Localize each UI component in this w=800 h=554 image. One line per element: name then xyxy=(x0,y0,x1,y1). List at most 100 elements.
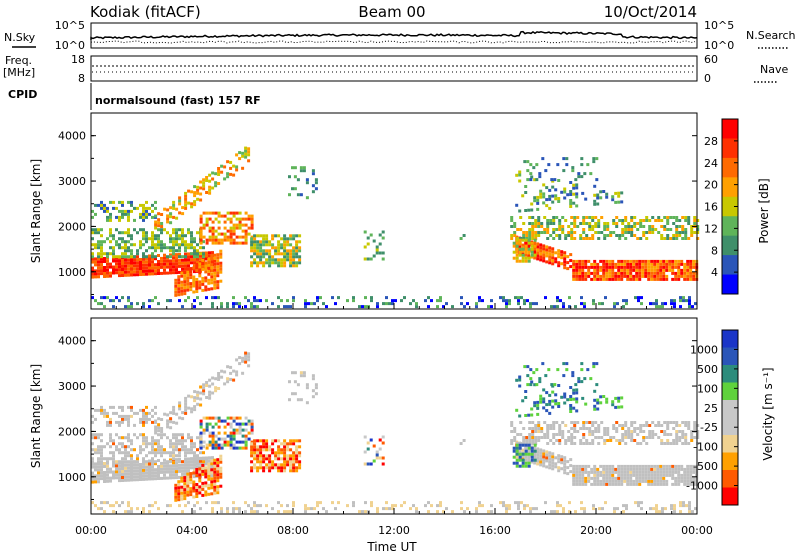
power-cell xyxy=(370,296,373,300)
velocity-cell xyxy=(247,422,251,426)
power-cell xyxy=(169,234,172,238)
power-cell xyxy=(635,265,639,269)
velocity-cell xyxy=(662,482,666,486)
power-cell xyxy=(693,231,697,234)
velocity-cell xyxy=(602,473,606,477)
velocity-cell xyxy=(680,479,684,483)
power-cell xyxy=(542,201,546,205)
power-cell xyxy=(181,267,184,271)
velocity-cell xyxy=(283,457,287,461)
velocity-cell xyxy=(250,469,254,473)
power-cell xyxy=(572,183,576,187)
velocity-cell xyxy=(585,439,589,442)
power-cell xyxy=(614,262,618,266)
velocity-cell xyxy=(505,504,508,508)
velocity-cell xyxy=(650,467,654,471)
velocity-cell xyxy=(644,464,648,468)
power-cell xyxy=(205,254,208,258)
power-cell xyxy=(645,237,649,240)
velocity-cell xyxy=(214,386,218,390)
velocity-cell xyxy=(121,451,124,455)
velocity-cell xyxy=(151,457,154,461)
velocity-cell xyxy=(283,454,287,458)
velocity-cell xyxy=(198,470,202,474)
velocity-cell xyxy=(538,377,542,381)
power-cell xyxy=(274,258,278,262)
power-cell xyxy=(166,220,170,224)
velocity-cell xyxy=(94,408,97,412)
velocity-cell xyxy=(663,442,667,445)
power-cell xyxy=(193,264,196,268)
velocity-cell xyxy=(169,439,172,443)
velocity-cell xyxy=(545,391,549,395)
colorbar-tick-label: -500 xyxy=(693,460,718,473)
power-cell xyxy=(106,237,109,241)
velocity-cell xyxy=(160,476,163,480)
velocity-cell xyxy=(288,380,291,384)
velocity-cell xyxy=(621,433,625,436)
power-cell xyxy=(554,260,558,264)
velocity-cell xyxy=(564,424,568,427)
power-cell xyxy=(588,222,592,225)
velocity-cell xyxy=(174,489,178,493)
velocity-cell xyxy=(216,464,220,468)
power-cell xyxy=(629,259,633,263)
power-cell xyxy=(668,259,672,263)
power-cell xyxy=(665,274,669,278)
velocity-cell xyxy=(181,466,184,470)
power-cell xyxy=(527,259,531,263)
power-cell xyxy=(154,220,158,224)
y-tick-label: 2000 xyxy=(58,425,86,438)
velocity-cell xyxy=(148,510,151,514)
velocity-cell xyxy=(184,466,187,470)
velocity-cell xyxy=(115,448,118,452)
velocity-cell xyxy=(337,501,340,505)
power-cell xyxy=(661,305,664,309)
velocity-cell xyxy=(238,362,242,366)
power-cell xyxy=(578,277,582,281)
velocity-cell xyxy=(211,507,214,511)
power-cell xyxy=(563,260,567,264)
power-cell xyxy=(151,234,154,238)
velocity-cell xyxy=(617,476,621,480)
power-cell xyxy=(154,246,157,250)
power-cell xyxy=(653,259,657,263)
velocity-cell xyxy=(268,457,272,461)
velocity-cell xyxy=(629,479,633,483)
velocity-cell xyxy=(169,464,172,468)
velocity-ylabel: Slant Range [km] xyxy=(29,364,43,468)
velocity-cell xyxy=(142,433,145,437)
power-cell xyxy=(259,261,263,265)
velocity-cell xyxy=(214,501,217,505)
velocity-cell xyxy=(193,463,196,467)
velocity-cell xyxy=(352,504,355,508)
power-cell xyxy=(178,211,182,215)
power-cell xyxy=(298,261,302,265)
velocity-cell xyxy=(154,439,157,443)
power-cell xyxy=(570,237,574,240)
power-cell xyxy=(201,264,205,268)
velocity-cell xyxy=(575,409,579,413)
power-cell xyxy=(565,157,569,161)
velocity-cell xyxy=(583,510,586,514)
power-cell xyxy=(597,222,601,225)
velocity-cell xyxy=(524,455,528,459)
power-cell xyxy=(612,219,616,222)
velocity-cell xyxy=(499,501,502,505)
velocity-cell xyxy=(686,479,690,483)
power-cell xyxy=(430,299,433,303)
velocity-cell xyxy=(581,470,585,474)
power-cell xyxy=(558,234,562,237)
velocity-cell xyxy=(100,439,103,443)
power-cell xyxy=(100,272,103,276)
velocity-cell xyxy=(229,443,233,447)
velocity-cell xyxy=(664,507,667,511)
power-cell xyxy=(589,172,593,176)
power-cell xyxy=(229,217,233,221)
velocity-cell xyxy=(635,482,639,486)
power-cell xyxy=(521,259,525,263)
velocity-cell xyxy=(687,427,691,430)
velocity-cell xyxy=(196,448,199,452)
power-cell xyxy=(666,234,670,237)
velocity-cell xyxy=(127,433,130,437)
